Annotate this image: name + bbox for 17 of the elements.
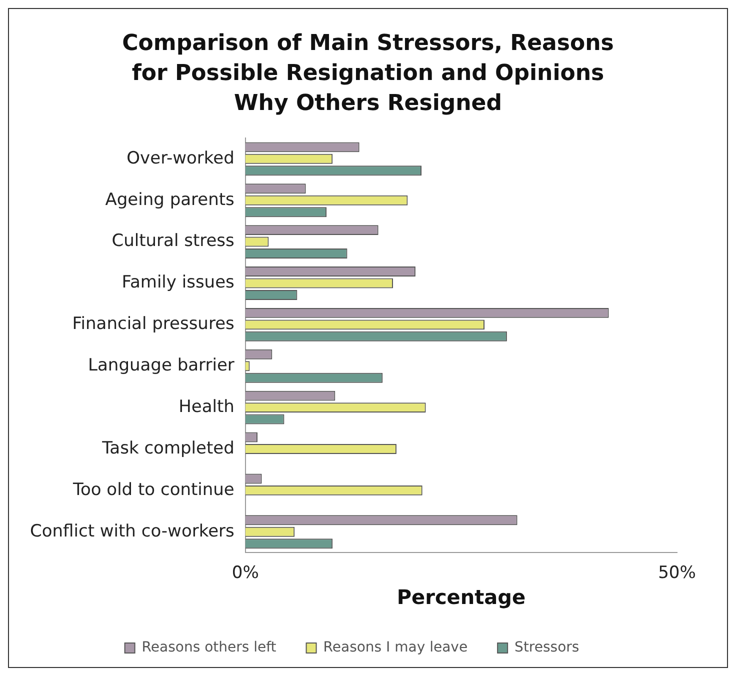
- y-tick-label: Over-worked: [126, 148, 234, 168]
- x-tick-label: 50%: [658, 563, 696, 584]
- y-tick-label: Too old to continue: [72, 480, 234, 500]
- y-tick-label: Health: [178, 396, 234, 417]
- y-tick-label: Family issues: [122, 272, 235, 293]
- y-tick-label: Conflict with co-workers: [30, 521, 235, 542]
- y-tick-label: Task completed: [101, 438, 234, 458]
- y-tick-label: Language barrier: [88, 356, 234, 376]
- legend-label: Reasons I may leave: [323, 640, 468, 656]
- legend-label: Stressors: [514, 640, 580, 656]
- y-tick-label: Financial pressures: [72, 314, 235, 334]
- chart-title: Comparison of Main Stressors, Reasons for Possible Resignation and Opinions Why Others Resigned: [121, 30, 615, 118]
- x-axis-title: Percentage: [396, 585, 526, 610]
- legend-label: Reasons others left: [142, 640, 277, 656]
- y-tick-label: Cultural stress: [112, 231, 235, 252]
- x-tick-label: 0%: [232, 563, 259, 584]
- y-tick-label: Ageing parents: [105, 190, 235, 210]
